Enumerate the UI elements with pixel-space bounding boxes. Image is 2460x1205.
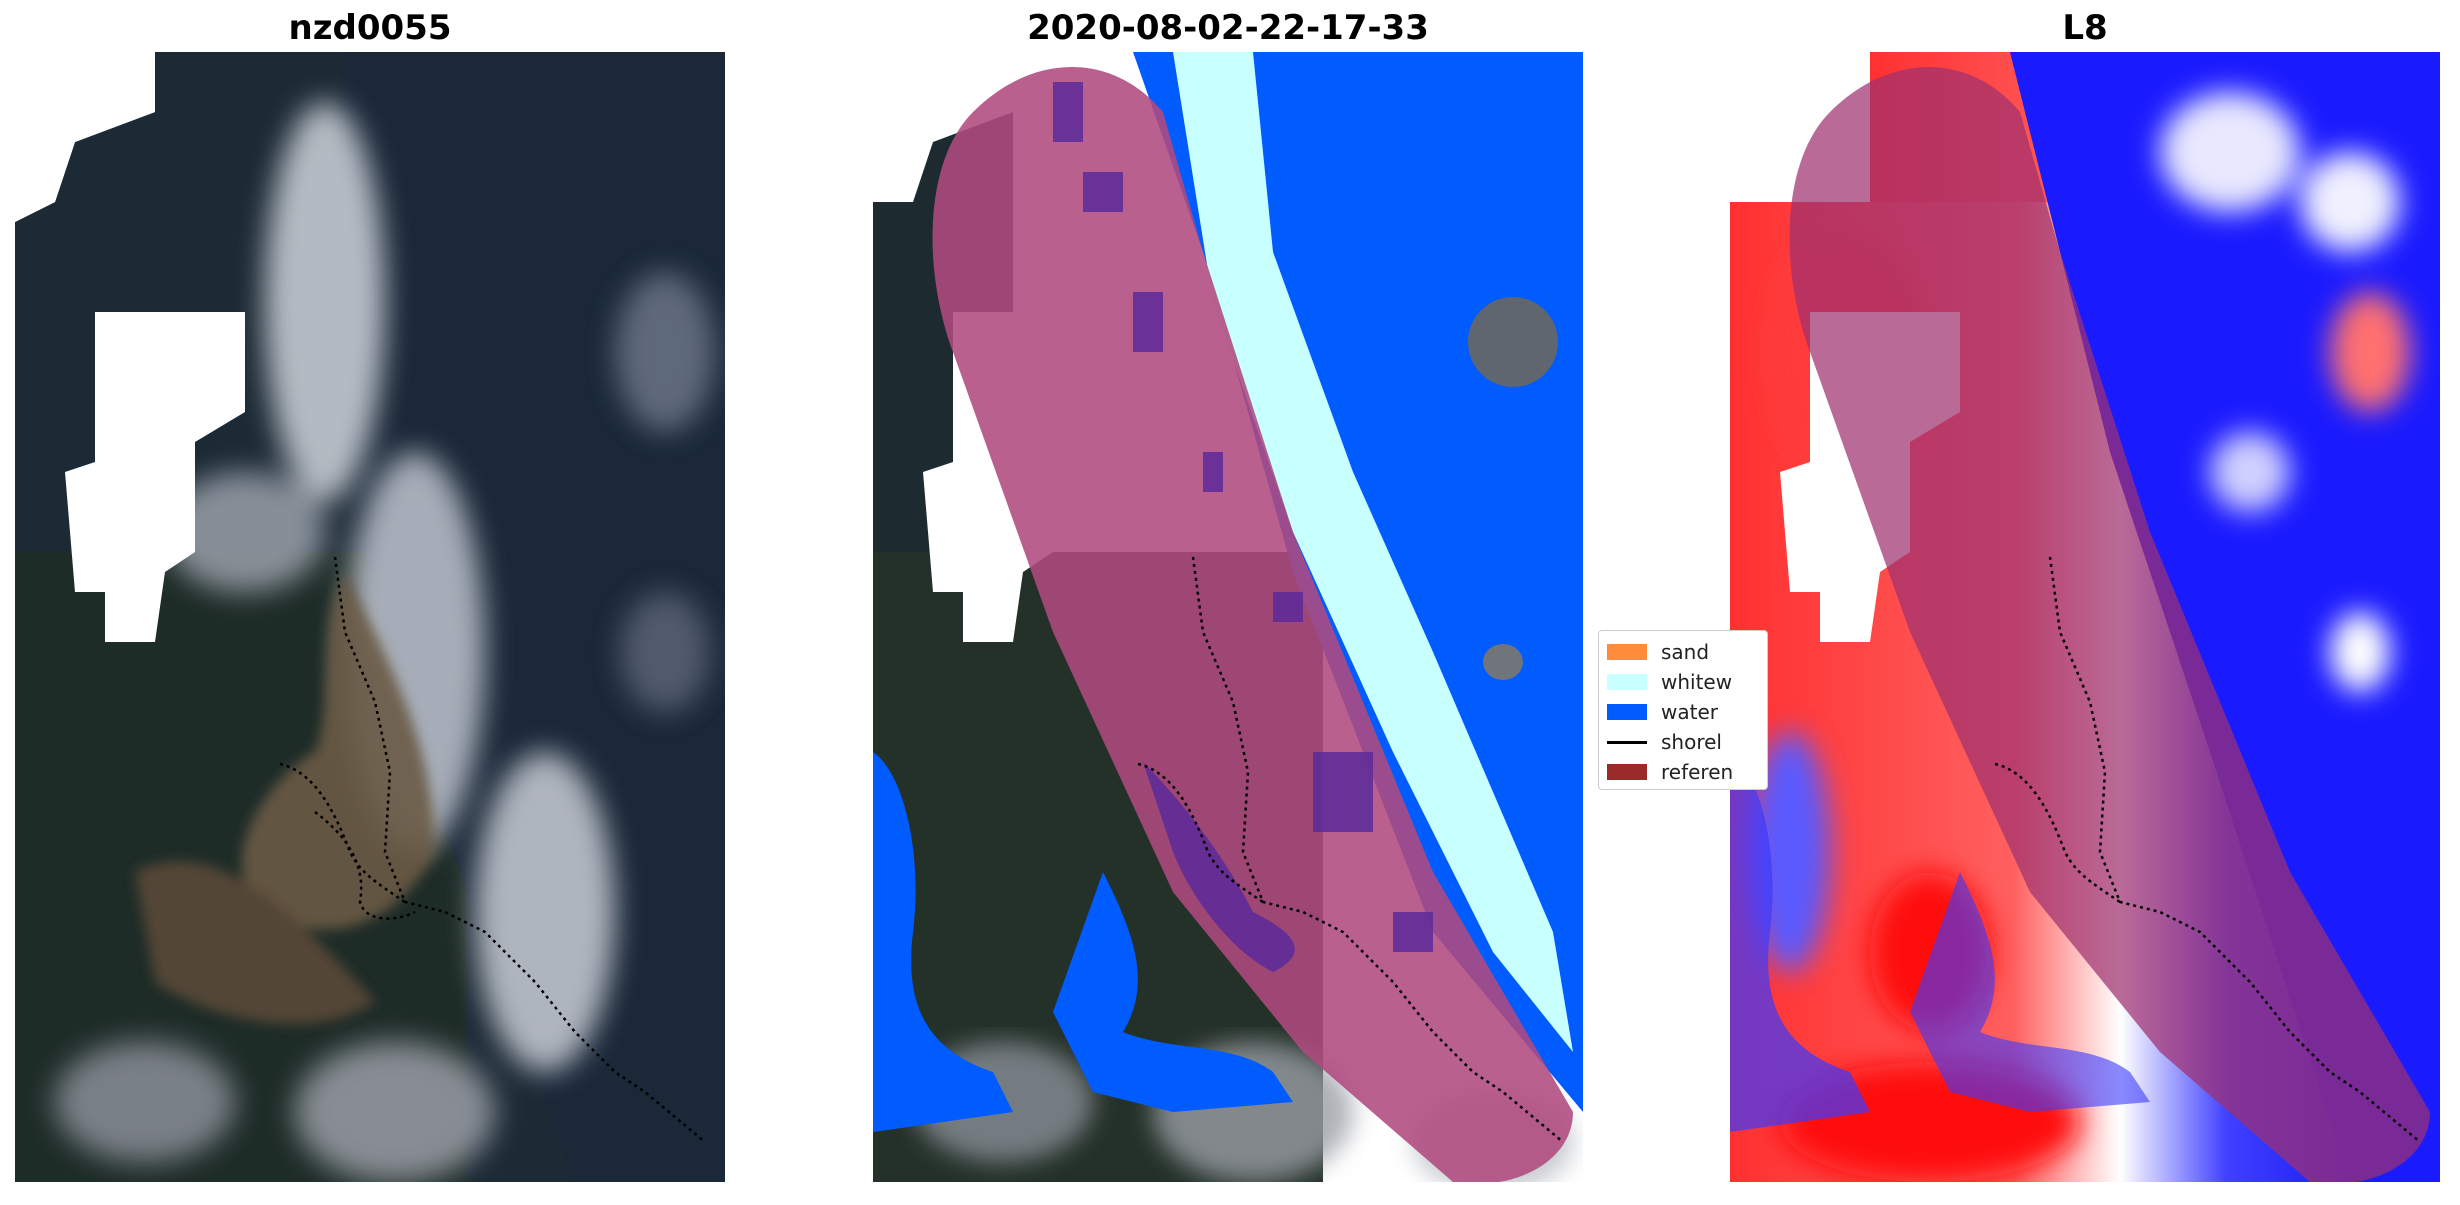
legend-label: whitew: [1661, 670, 1733, 694]
satellite-image-panel: [15, 52, 725, 1182]
whitewater-swatch: [1607, 674, 1647, 690]
shoreline-line-swatch: [1607, 740, 1647, 744]
panel-title-image: nzd0055: [288, 8, 452, 48]
legend-item-whitewater: whitew: [1607, 667, 1759, 697]
sand-swatch: [1607, 644, 1647, 660]
legend-item-reference: referen: [1607, 757, 1759, 787]
index-panel: [1730, 52, 2440, 1182]
index-image: [1730, 52, 2440, 1182]
legend-item-water: water: [1607, 697, 1759, 727]
legend-item-shoreline: shorel: [1607, 727, 1759, 757]
panel-title-classification: 2020-08-02-22-17-33: [1027, 8, 1429, 48]
classification-panel: [873, 52, 1583, 1182]
legend-label: referen: [1661, 760, 1734, 784]
legend-item-sand: sand: [1607, 637, 1759, 667]
classification-image: [873, 52, 1583, 1182]
water-swatch: [1607, 704, 1647, 720]
legend-label: shorel: [1661, 730, 1722, 754]
satellite-image: [15, 52, 725, 1182]
reference-swatch: [1607, 764, 1647, 780]
legend-label: sand: [1661, 640, 1710, 664]
legend: sand whitew water shorel referen: [1598, 630, 1768, 790]
legend-label: water: [1661, 700, 1718, 724]
panel-title-index: L8: [2062, 8, 2108, 48]
